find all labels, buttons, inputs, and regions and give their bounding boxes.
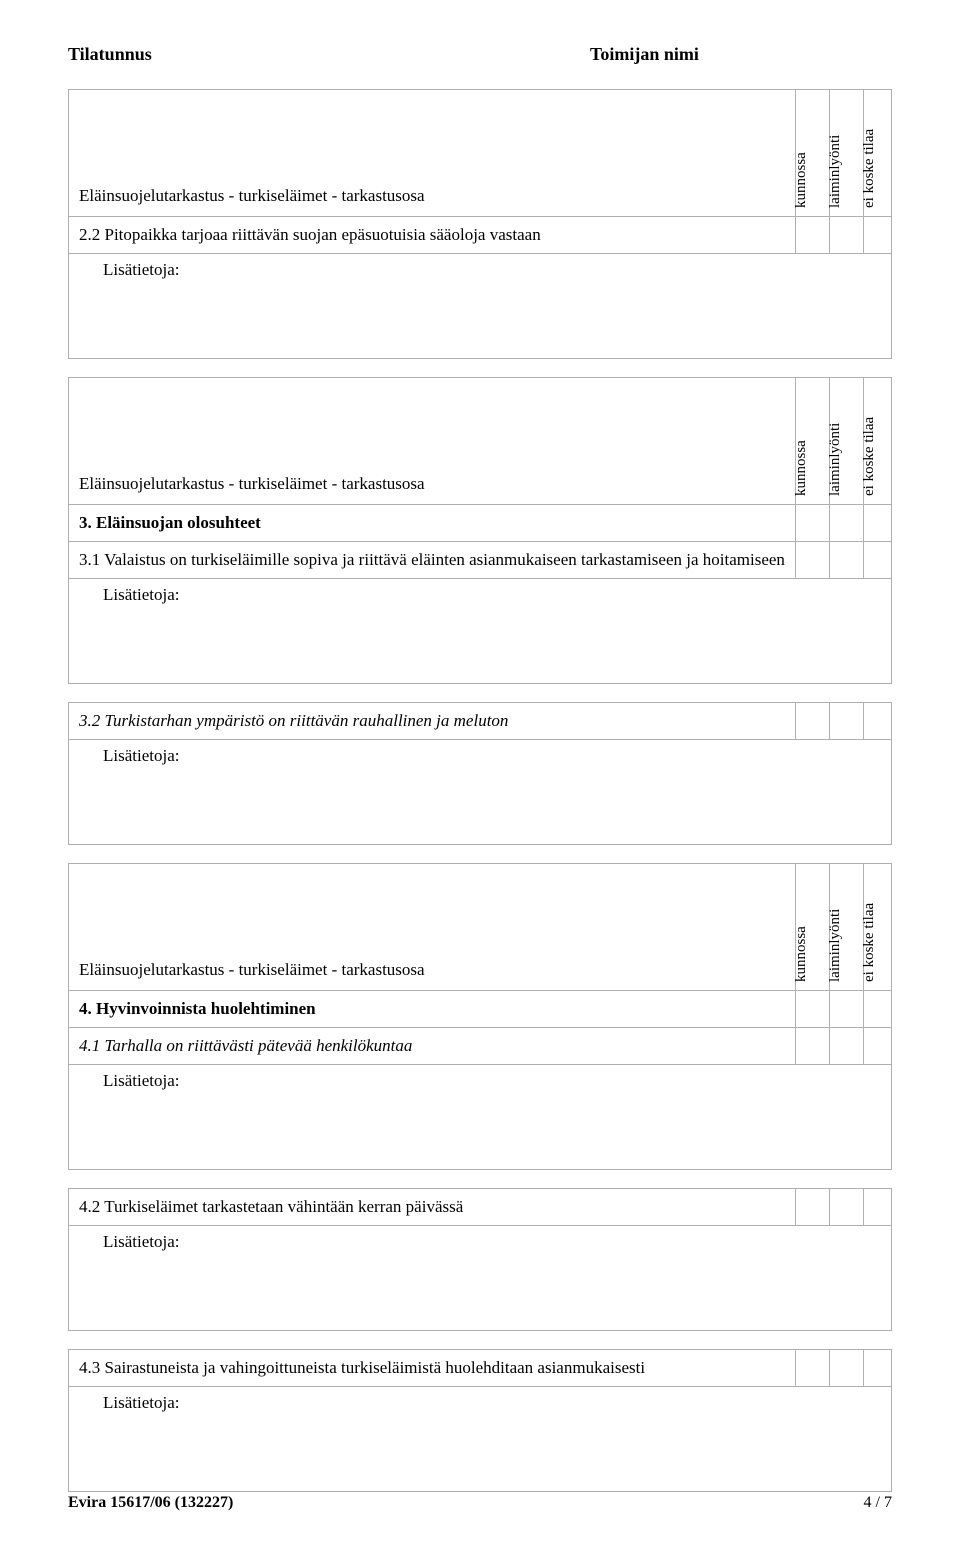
check-cell[interactable] [863, 1189, 891, 1225]
item-text: 4.2 Turkiseläimet tarkastetaan vähintään… [69, 1189, 795, 1225]
footer-left: Evira 15617/06 (132227) [68, 1494, 233, 1512]
inspection-block: Eläinsuojelutarkastus - turkiseläimet - … [68, 377, 892, 684]
check-cell[interactable] [863, 505, 891, 541]
page-footer: Evira 15617/06 (132227) 4 / 7 [68, 1494, 892, 1512]
item-row: 4.1 Tarhalla on riittävästi pätevää henk… [69, 1028, 891, 1065]
col-label-text: kunnossa [793, 152, 810, 208]
col-label: laiminlyönti [829, 378, 857, 504]
col-label: kunnossa [795, 90, 823, 216]
header-left: Tilatunnus [68, 44, 370, 65]
col-label: ei koske tilaa [863, 864, 891, 990]
notes-row: Lisätietoja: [69, 1387, 891, 1491]
notes-row: Lisätietoja: [69, 254, 891, 358]
item-row: 4. Hyvinvoinnista huolehtiminen [69, 991, 891, 1028]
check-cells [795, 991, 891, 1027]
item-row: 3. Eläinsuojan olosuhteet [69, 505, 891, 542]
block-head-row: Eläinsuojelutarkastus - turkiseläimet - … [69, 378, 891, 505]
col-label-text: laiminlyönti [827, 135, 844, 208]
check-cell[interactable] [829, 542, 857, 578]
check-cells [795, 703, 891, 739]
check-cell[interactable] [795, 1350, 823, 1386]
col-label-text: ei koske tilaa [861, 129, 878, 208]
block-head-row: Eläinsuojelutarkastus - turkiseläimet - … [69, 90, 891, 217]
col-label-text: ei koske tilaa [861, 417, 878, 496]
block-title: Eläinsuojelutarkastus - turkiseläimet - … [69, 952, 795, 990]
check-cell[interactable] [795, 542, 823, 578]
inspection-block: 4.2 Turkiseläimet tarkastetaan vähintään… [68, 1188, 892, 1331]
inspection-block: Eläinsuojelutarkastus - turkiseläimet - … [68, 89, 892, 359]
item-text: 3.2 Turkistarhan ympäristö on riittävän … [69, 703, 795, 739]
check-cell[interactable] [863, 703, 891, 739]
item-text: 4.3 Sairastuneista ja vahingoittuneista … [69, 1350, 795, 1386]
check-cell[interactable] [863, 542, 891, 578]
check-cells [795, 1028, 891, 1064]
check-cell[interactable] [863, 991, 891, 1027]
column-labels: kunnossa laiminlyönti ei koske tilaa [795, 90, 891, 216]
inspection-block: Eläinsuojelutarkastus - turkiseläimet - … [68, 863, 892, 1170]
check-cell[interactable] [829, 505, 857, 541]
item-text: 3. Eläinsuojan olosuhteet [69, 505, 795, 541]
block-head-row: Eläinsuojelutarkastus - turkiseläimet - … [69, 864, 891, 991]
blocks-container: Eläinsuojelutarkastus - turkiseläimet - … [68, 89, 892, 1492]
col-label-text: laiminlyönti [827, 423, 844, 496]
check-cell[interactable] [795, 217, 823, 253]
check-cell[interactable] [795, 703, 823, 739]
notes-row: Lisätietoja: [69, 579, 891, 683]
check-cell[interactable] [829, 1350, 857, 1386]
item-text: 4.1 Tarhalla on riittävästi pätevää henk… [69, 1028, 795, 1064]
item-row: 4.3 Sairastuneista ja vahingoittuneista … [69, 1350, 891, 1387]
page: Tilatunnus Toimijan nimi Eläinsuojelutar… [0, 0, 960, 1546]
item-row: 4.2 Turkiseläimet tarkastetaan vähintään… [69, 1189, 891, 1226]
col-label-text: ei koske tilaa [861, 903, 878, 982]
inspection-block: 3.2 Turkistarhan ympäristö on riittävän … [68, 702, 892, 845]
check-cell[interactable] [795, 505, 823, 541]
check-cell[interactable] [829, 1189, 857, 1225]
notes-row: Lisätietoja: [69, 1226, 891, 1330]
col-label: kunnossa [795, 864, 823, 990]
item-text: 3.1 Valaistus on turkiseläimille sopiva … [69, 542, 795, 578]
col-label: laiminlyönti [829, 90, 857, 216]
item-text: 4. Hyvinvoinnista huolehtiminen [69, 991, 795, 1027]
col-label-text: laiminlyönti [827, 909, 844, 982]
item-row: 3.2 Turkistarhan ympäristö on riittävän … [69, 703, 891, 740]
footer-right: 4 / 7 [864, 1494, 892, 1512]
check-cells [795, 1189, 891, 1225]
col-label-text: kunnossa [793, 926, 810, 982]
check-cell[interactable] [795, 1028, 823, 1064]
header-right: Toimijan nimi [370, 44, 892, 65]
check-cells [795, 505, 891, 541]
check-cell[interactable] [863, 1350, 891, 1386]
col-label: kunnossa [795, 378, 823, 504]
column-labels: kunnossa laiminlyönti ei koske tilaa [795, 378, 891, 504]
check-cells [795, 1350, 891, 1386]
item-text: 2.2 Pitopaikka tarjoaa riittävän suojan … [69, 217, 795, 253]
check-cell[interactable] [829, 1028, 857, 1064]
check-cell[interactable] [795, 991, 823, 1027]
item-row: 2.2 Pitopaikka tarjoaa riittävän suojan … [69, 217, 891, 254]
notes-row: Lisätietoja: [69, 1065, 891, 1169]
check-cell[interactable] [829, 217, 857, 253]
col-label-text: kunnossa [793, 440, 810, 496]
check-cells [795, 217, 891, 253]
check-cells [795, 542, 891, 578]
col-label: laiminlyönti [829, 864, 857, 990]
block-title: Eläinsuojelutarkastus - turkiseläimet - … [69, 466, 795, 504]
col-label: ei koske tilaa [863, 378, 891, 504]
page-header: Tilatunnus Toimijan nimi [68, 44, 892, 65]
check-cell[interactable] [863, 1028, 891, 1064]
item-row: 3.1 Valaistus on turkiseläimille sopiva … [69, 542, 891, 579]
check-cell[interactable] [863, 217, 891, 253]
notes-row: Lisätietoja: [69, 740, 891, 844]
block-title: Eläinsuojelutarkastus - turkiseläimet - … [69, 178, 795, 216]
column-labels: kunnossa laiminlyönti ei koske tilaa [795, 864, 891, 990]
inspection-block: 4.3 Sairastuneista ja vahingoittuneista … [68, 1349, 892, 1492]
check-cell[interactable] [829, 991, 857, 1027]
check-cell[interactable] [829, 703, 857, 739]
col-label: ei koske tilaa [863, 90, 891, 216]
check-cell[interactable] [795, 1189, 823, 1225]
